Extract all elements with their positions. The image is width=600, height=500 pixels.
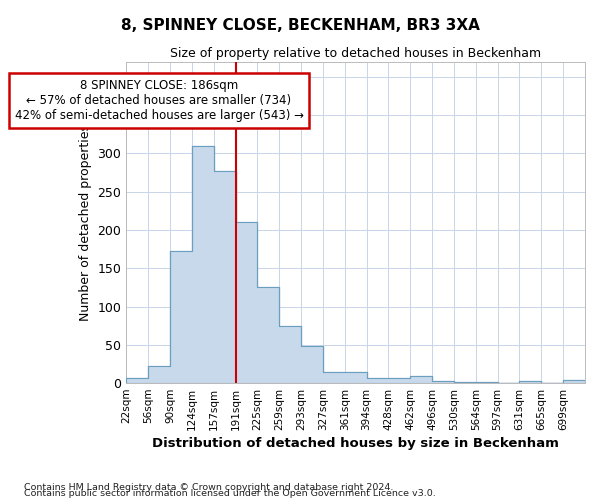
X-axis label: Distribution of detached houses by size in Beckenham: Distribution of detached houses by size … [152, 437, 559, 450]
Text: 8 SPINNEY CLOSE: 186sqm
← 57% of detached houses are smaller (734)
42% of semi-d: 8 SPINNEY CLOSE: 186sqm ← 57% of detache… [14, 80, 304, 122]
Text: Contains public sector information licensed under the Open Government Licence v3: Contains public sector information licen… [24, 490, 436, 498]
Text: 8, SPINNEY CLOSE, BECKENHAM, BR3 3XA: 8, SPINNEY CLOSE, BECKENHAM, BR3 3XA [121, 18, 479, 32]
Title: Size of property relative to detached houses in Beckenham: Size of property relative to detached ho… [170, 48, 541, 60]
Text: Contains HM Land Registry data © Crown copyright and database right 2024.: Contains HM Land Registry data © Crown c… [24, 484, 394, 492]
Y-axis label: Number of detached properties: Number of detached properties [79, 124, 92, 321]
